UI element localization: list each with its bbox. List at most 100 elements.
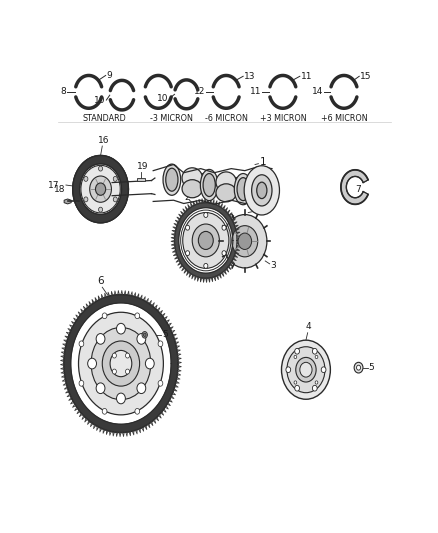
Text: 5: 5 [369, 363, 374, 372]
Circle shape [90, 176, 111, 202]
Circle shape [183, 213, 229, 268]
Circle shape [143, 333, 146, 336]
Circle shape [79, 341, 84, 346]
Circle shape [295, 349, 300, 354]
Text: 11: 11 [250, 87, 262, 96]
Text: 15: 15 [360, 72, 371, 81]
Polygon shape [341, 170, 368, 204]
Text: 1: 1 [260, 157, 267, 167]
Circle shape [112, 353, 117, 358]
Text: 18: 18 [54, 185, 66, 194]
Ellipse shape [251, 175, 272, 206]
Circle shape [295, 385, 300, 391]
Circle shape [135, 408, 140, 414]
Text: 9: 9 [106, 71, 112, 80]
Text: 10: 10 [94, 95, 106, 104]
Circle shape [287, 347, 325, 393]
Circle shape [113, 176, 117, 181]
Circle shape [84, 197, 88, 202]
Circle shape [282, 340, 330, 399]
Text: +6 MICRON: +6 MICRON [321, 115, 367, 124]
FancyBboxPatch shape [217, 177, 236, 193]
Circle shape [79, 381, 84, 386]
Ellipse shape [163, 164, 181, 195]
Circle shape [315, 381, 318, 384]
Text: 8: 8 [60, 87, 66, 96]
Text: -3 MICRON: -3 MICRON [150, 115, 193, 124]
Circle shape [192, 224, 219, 257]
Text: 16: 16 [98, 136, 110, 145]
Circle shape [102, 341, 140, 386]
Circle shape [222, 251, 226, 256]
Circle shape [158, 341, 163, 346]
Circle shape [204, 213, 208, 217]
Circle shape [126, 353, 130, 358]
Circle shape [186, 225, 190, 230]
Circle shape [300, 362, 312, 377]
Ellipse shape [237, 177, 249, 200]
Circle shape [102, 408, 107, 414]
Ellipse shape [216, 184, 237, 202]
Circle shape [99, 166, 102, 171]
Ellipse shape [257, 182, 267, 199]
Circle shape [95, 183, 106, 195]
Circle shape [117, 393, 125, 404]
Circle shape [142, 332, 148, 338]
Text: 17: 17 [48, 181, 59, 190]
Circle shape [312, 385, 317, 391]
Text: 13: 13 [244, 72, 255, 81]
Circle shape [294, 381, 297, 384]
Circle shape [286, 367, 291, 373]
Circle shape [135, 313, 140, 319]
Circle shape [158, 381, 163, 386]
Circle shape [137, 334, 146, 344]
Circle shape [238, 233, 251, 249]
Circle shape [294, 356, 297, 359]
FancyBboxPatch shape [137, 177, 145, 181]
Text: 10: 10 [157, 94, 169, 103]
Text: STANDARD: STANDARD [82, 115, 126, 124]
Text: +3 MICRON: +3 MICRON [260, 115, 306, 124]
Text: 5: 5 [162, 330, 168, 340]
Circle shape [145, 358, 154, 369]
Ellipse shape [244, 166, 279, 215]
Circle shape [232, 225, 258, 257]
Circle shape [96, 383, 105, 393]
Circle shape [91, 327, 151, 400]
Circle shape [102, 313, 107, 319]
Text: 2: 2 [184, 193, 190, 202]
Circle shape [113, 197, 117, 202]
Circle shape [357, 365, 360, 370]
Circle shape [126, 369, 130, 374]
Text: 6: 6 [97, 277, 104, 286]
Circle shape [78, 312, 163, 415]
Text: -6 MICRON: -6 MICRON [205, 115, 247, 124]
Text: 3: 3 [270, 261, 276, 270]
Ellipse shape [216, 172, 237, 192]
Ellipse shape [234, 174, 252, 205]
Text: 11: 11 [300, 72, 312, 81]
Circle shape [137, 383, 146, 393]
Circle shape [222, 225, 226, 230]
Circle shape [296, 358, 316, 382]
Circle shape [112, 369, 117, 374]
Ellipse shape [182, 168, 202, 188]
Ellipse shape [200, 169, 218, 200]
FancyBboxPatch shape [183, 173, 202, 189]
Polygon shape [64, 199, 71, 204]
Circle shape [312, 349, 317, 354]
Circle shape [354, 362, 363, 373]
Text: 19: 19 [137, 163, 149, 172]
Circle shape [84, 176, 88, 181]
Circle shape [88, 358, 96, 369]
Text: 7: 7 [356, 184, 361, 193]
Ellipse shape [182, 180, 202, 198]
Text: 1: 1 [262, 204, 268, 213]
Circle shape [186, 251, 190, 256]
Circle shape [81, 165, 120, 213]
Circle shape [204, 263, 208, 268]
Text: 4: 4 [306, 322, 311, 331]
Circle shape [117, 324, 125, 334]
Text: 12: 12 [194, 87, 205, 96]
Circle shape [315, 356, 318, 359]
